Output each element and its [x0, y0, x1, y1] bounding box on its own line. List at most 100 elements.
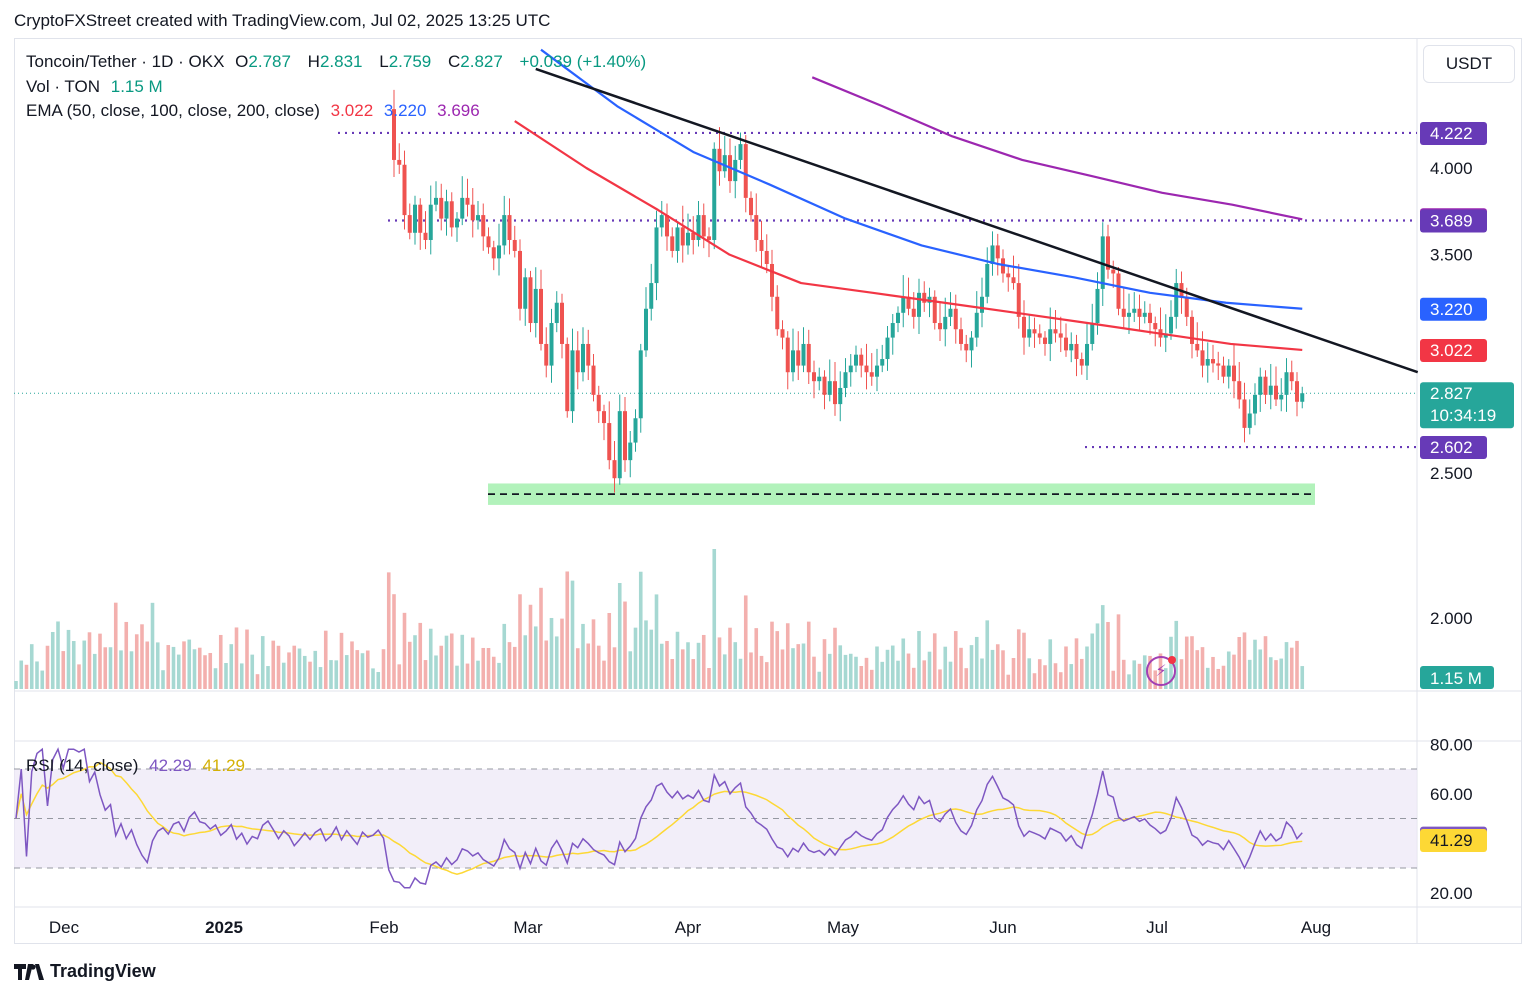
volume-bar [308, 661, 312, 689]
candle-body [696, 215, 701, 240]
time-tick-label: Jul [1146, 918, 1168, 937]
volume-bar [623, 601, 627, 689]
candle-body [512, 239, 517, 251]
candle-body [969, 337, 974, 351]
candle-body [544, 343, 549, 366]
volume-bar [355, 650, 360, 689]
lightning-icon[interactable]: ⚡ [1146, 656, 1176, 686]
candle-body [623, 411, 627, 461]
chart-frame [14, 38, 1522, 944]
volume-bar [176, 654, 181, 689]
volume-bar [1011, 658, 1016, 689]
footer-logo[interactable]: TradingView [14, 961, 156, 982]
candle-body [922, 292, 927, 303]
volume-bar [880, 661, 885, 689]
candle-body [596, 394, 601, 412]
candle-body [1216, 363, 1221, 366]
volume-bar [87, 632, 92, 689]
volume-bar [344, 655, 349, 689]
volume-bar [1079, 658, 1084, 689]
candle-body [859, 354, 864, 366]
volume-bar [1058, 672, 1063, 689]
volume-bar [859, 666, 864, 689]
volume-bar [497, 662, 501, 689]
volume-bar [1132, 660, 1137, 689]
volume-bar [260, 636, 265, 689]
candle-body [549, 323, 554, 366]
volume-value: 1.15 M [110, 77, 163, 96]
price-badge-label: 4.222 [1430, 124, 1473, 143]
candle-body [1268, 385, 1273, 395]
candle-body [1169, 316, 1173, 334]
volume-label[interactable]: Vol · TON [26, 77, 101, 96]
candle-body [418, 204, 423, 233]
volume-bar [1205, 667, 1210, 689]
volume-bar [1037, 659, 1042, 689]
volume-bar [239, 663, 244, 689]
volume-bar [1184, 636, 1189, 689]
volume-bar [218, 634, 223, 689]
volume-bar [376, 672, 381, 689]
candle-body [1142, 312, 1147, 317]
candle-body [1174, 283, 1179, 317]
volume-bar [1048, 639, 1053, 689]
candle-body [518, 250, 522, 309]
volume-bar [1127, 674, 1131, 689]
candle-body [680, 227, 685, 246]
candle-body [1085, 343, 1089, 366]
volume-bar [964, 668, 969, 689]
volume-bar [1001, 650, 1005, 689]
candle-body [402, 164, 407, 216]
candle-body [890, 323, 895, 338]
volume-bar [418, 622, 423, 689]
volume-bar [297, 648, 302, 689]
price-badge [1420, 209, 1487, 233]
rsi-label[interactable]: RSI (14, close) [26, 756, 139, 775]
volume-bar [491, 656, 496, 689]
volume-bar [397, 664, 402, 689]
volume-bar [586, 643, 591, 689]
candle-body [465, 197, 470, 205]
volume-bar [108, 647, 113, 689]
volume-bar [728, 627, 732, 689]
volume-bar [864, 657, 869, 689]
volume-bar [617, 583, 622, 689]
candle-body [712, 148, 717, 240]
price-badge-label: 3.689 [1430, 212, 1473, 231]
volume-bar [554, 636, 559, 689]
time-tick-label: 2025 [205, 918, 243, 937]
volume-bar [743, 595, 748, 689]
volume-bar [570, 580, 575, 689]
candle-body [1253, 394, 1257, 414]
volume-bar [1200, 647, 1205, 689]
candle-body [1163, 333, 1168, 338]
candle-body [1289, 372, 1294, 382]
volume-bar [932, 633, 937, 689]
candle-body [581, 343, 585, 373]
descending-trendline [535, 67, 1419, 374]
volume-bar [1074, 638, 1079, 689]
currency-button[interactable]: USDT [1423, 45, 1515, 83]
candle-body [764, 250, 769, 264]
candle-body [434, 197, 438, 205]
candle-body [644, 308, 648, 351]
candle-body [1037, 333, 1042, 338]
ema-label[interactable]: EMA (50, close, 100, close, 200, close) [26, 101, 320, 120]
candle-body [754, 215, 759, 240]
candle-body [1106, 236, 1110, 270]
candle-body [906, 296, 911, 309]
volume-bar [92, 653, 97, 689]
volume-bar [785, 623, 790, 689]
volume-bar [638, 571, 643, 689]
volume-bar [1022, 632, 1026, 689]
volume-bar [460, 634, 465, 689]
volume-bar [533, 626, 538, 689]
volume-bar [187, 639, 192, 689]
volume-bar [896, 660, 900, 689]
volume-bar [134, 634, 139, 689]
candle-body [565, 343, 570, 412]
symbol-label[interactable]: Toncoin/Tether · 1D · OKX [26, 52, 225, 71]
volume-bar [360, 653, 365, 689]
volume-bar [245, 629, 249, 689]
